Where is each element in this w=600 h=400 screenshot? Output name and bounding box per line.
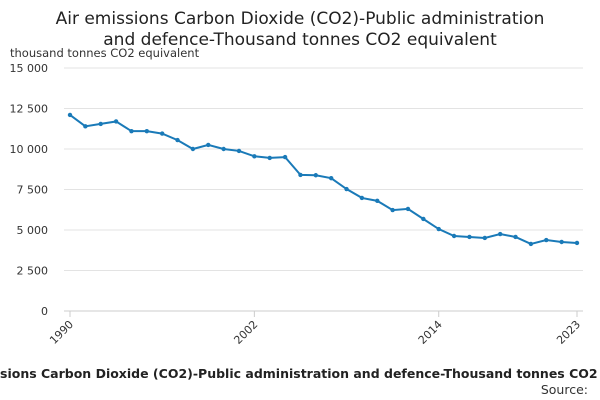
point — [67, 112, 73, 118]
point — [467, 234, 472, 240]
point — [129, 128, 134, 134]
y-tick-label: 7 500 — [17, 184, 49, 197]
x-tick-label: 2002 — [231, 318, 260, 347]
point — [98, 121, 103, 127]
point — [328, 175, 334, 181]
point — [252, 154, 257, 159]
point — [559, 239, 564, 245]
point — [405, 206, 411, 212]
point — [206, 142, 211, 148]
point — [513, 234, 518, 240]
point — [298, 172, 303, 178]
chart-subtitle: and defence-Thousand tonnes CO2 equivale… — [103, 30, 497, 50]
point — [574, 240, 580, 246]
point — [144, 128, 150, 134]
point — [159, 131, 165, 136]
x-tick-label: 2023 — [554, 318, 583, 347]
point — [482, 235, 488, 241]
y-tick-label: 12 500 — [10, 103, 49, 116]
point — [421, 216, 426, 222]
point — [528, 241, 534, 247]
x-tick-label: 2014 — [416, 318, 445, 347]
point — [344, 186, 349, 192]
point — [83, 124, 88, 129]
point — [313, 173, 319, 178]
point — [390, 207, 395, 213]
line — [69, 114, 578, 245]
point — [190, 146, 196, 152]
point — [497, 231, 503, 237]
point — [221, 146, 226, 152]
point — [175, 137, 180, 143]
point — [359, 195, 365, 201]
point — [236, 148, 242, 154]
point — [267, 155, 272, 161]
y-axis-label: thousand tonnes CO2 equivalent — [10, 46, 200, 60]
point — [375, 198, 380, 204]
y-tick-label: 10 000 — [10, 143, 49, 156]
y-tick-label: 5 000 — [17, 224, 49, 237]
x-tick-label: 1990 — [47, 318, 76, 347]
point — [113, 119, 119, 124]
y-tick-label: 2 500 — [17, 265, 49, 278]
source: Source: — [541, 382, 588, 397]
chart-title: Air emissions Carbon Dioxide (CO2)-Publi… — [56, 9, 545, 29]
y-tick-label: 15 000 — [10, 62, 49, 75]
point — [436, 226, 441, 232]
point — [544, 237, 549, 243]
point — [282, 154, 288, 160]
caption: sions Carbon Dioxide (CO2)-Public admini… — [0, 366, 598, 381]
y-tick-label: 0 — [41, 305, 48, 318]
point — [451, 233, 457, 239]
